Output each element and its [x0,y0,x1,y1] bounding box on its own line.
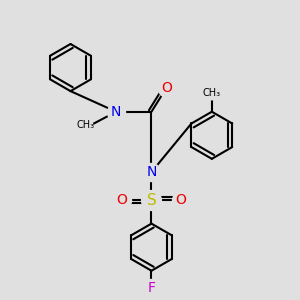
Text: O: O [117,193,128,207]
Text: O: O [176,193,186,207]
Text: CH₃: CH₃ [77,120,95,130]
Text: O: O [161,81,172,94]
Text: N: N [111,105,121,119]
Text: N: N [146,165,157,179]
Text: S: S [147,193,156,208]
Text: F: F [148,281,155,295]
Text: CH₃: CH₃ [203,88,221,98]
